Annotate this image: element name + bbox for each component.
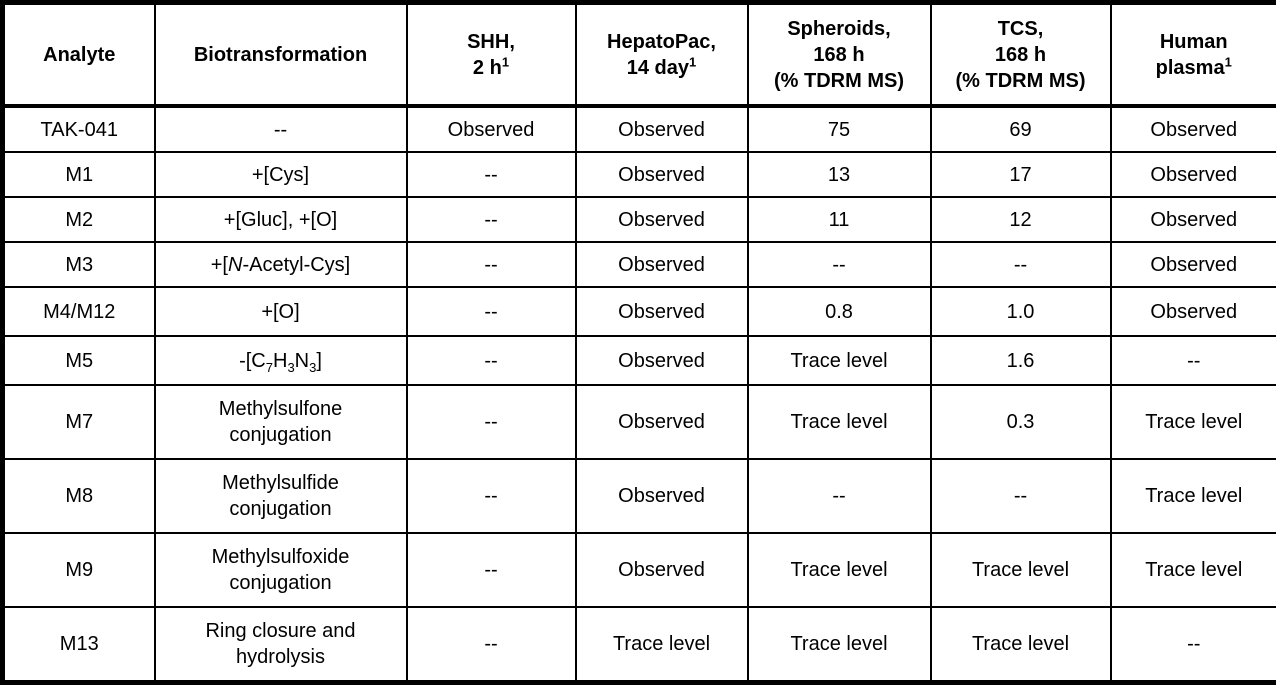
human-plasma-cell: Trace level [1111, 385, 1276, 459]
table-row-tak-041: TAK-041 -- Observed Observed 75 69 Obser… [3, 106, 1276, 152]
spheroids-cell: Trace level [748, 607, 931, 683]
hepatopac-cell: Observed [576, 242, 748, 287]
page: Analyte Biotransformation SHH,2 h1 Hepat… [0, 0, 1276, 643]
tcs-cell: Trace level [931, 533, 1111, 607]
analyte-cell: M2 [3, 197, 155, 242]
analyte-cell: M13 [3, 607, 155, 683]
tcs-cell: 1.0 [931, 287, 1111, 336]
shh-cell: -- [407, 336, 576, 385]
shh-cell: -- [407, 459, 576, 533]
column-header-hepatopac: HepatoPac,14 day1 [576, 3, 748, 107]
hepatopac-cell: Trace level [576, 607, 748, 683]
analyte-cell: M4/M12 [3, 287, 155, 336]
tcs-cell: -- [931, 242, 1111, 287]
hepatopac-cell: Observed [576, 106, 748, 152]
shh-cell: -- [407, 152, 576, 197]
column-header-analyte: Analyte [3, 3, 155, 107]
analyte-cell: M8 [3, 459, 155, 533]
human-plasma-cell: Observed [1111, 106, 1276, 152]
tcs-cell: -- [931, 459, 1111, 533]
spheroids-cell: 75 [748, 106, 931, 152]
shh-cell: -- [407, 197, 576, 242]
biotransformation-cell: +[Gluc], +[O] [155, 197, 407, 242]
human-plasma-cell: -- [1111, 336, 1276, 385]
analyte-cell: M7 [3, 385, 155, 459]
analyte-cell: M1 [3, 152, 155, 197]
shh-cell: -- [407, 385, 576, 459]
spheroids-cell: 13 [748, 152, 931, 197]
hepatopac-cell: Observed [576, 385, 748, 459]
shh-cell: -- [407, 607, 576, 683]
human-plasma-cell: Trace level [1111, 533, 1276, 607]
biotransformation-cell: +[O] [155, 287, 407, 336]
biotransformation-cell: +[N-Acetyl-Cys] [155, 242, 407, 287]
column-header-tcs: TCS,168 h(% TDRM MS) [931, 3, 1111, 107]
spheroids-cell: -- [748, 242, 931, 287]
hepatopac-cell: Observed [576, 152, 748, 197]
tcs-cell: Trace level [931, 607, 1111, 683]
shh-cell: Observed [407, 106, 576, 152]
column-header-biotransformation: Biotransformation [155, 3, 407, 107]
analyte-cell: TAK-041 [3, 106, 155, 152]
spheroids-cell: -- [748, 459, 931, 533]
shh-cell: -- [407, 242, 576, 287]
human-plasma-cell: Observed [1111, 287, 1276, 336]
analyte-cell: M5 [3, 336, 155, 385]
spheroids-cell: Trace level [748, 385, 931, 459]
human-plasma-cell: -- [1111, 607, 1276, 683]
tcs-cell: 0.3 [931, 385, 1111, 459]
hepatopac-cell: Observed [576, 336, 748, 385]
biotransformation-cell: +[Cys] [155, 152, 407, 197]
header-row: Analyte Biotransformation SHH,2 h1 Hepat… [3, 3, 1276, 107]
tcs-cell: 12 [931, 197, 1111, 242]
table-row-m2: M2 +[Gluc], +[O] -- Observed 11 12 Obser… [3, 197, 1276, 242]
analyte-cell: M9 [3, 533, 155, 607]
human-plasma-cell: Observed [1111, 197, 1276, 242]
spheroids-cell: 0.8 [748, 287, 931, 336]
table-row-m5: M5 -[C7H3N3] -- Observed Trace level 1.6… [3, 336, 1276, 385]
human-plasma-cell: Trace level [1111, 459, 1276, 533]
spheroids-cell: 11 [748, 197, 931, 242]
spheroids-cell: Trace level [748, 336, 931, 385]
table-row-m4-m12: M4/M12 +[O] -- Observed 0.8 1.0 Observed [3, 287, 1276, 336]
shh-cell: -- [407, 287, 576, 336]
hepatopac-cell: Observed [576, 459, 748, 533]
column-header-shh: SHH,2 h1 [407, 3, 576, 107]
hepatopac-cell: Observed [576, 197, 748, 242]
spheroids-cell: Trace level [748, 533, 931, 607]
hepatopac-cell: Observed [576, 533, 748, 607]
tcs-cell: 17 [931, 152, 1111, 197]
tcs-cell: 1.6 [931, 336, 1111, 385]
table-row-m3: M3 +[N-Acetyl-Cys] -- Observed -- -- Obs… [3, 242, 1276, 287]
human-plasma-cell: Observed [1111, 152, 1276, 197]
column-header-spheroids: Spheroids,168 h(% TDRM MS) [748, 3, 931, 107]
hepatopac-cell: Observed [576, 287, 748, 336]
tcs-cell: 69 [931, 106, 1111, 152]
shh-cell: -- [407, 533, 576, 607]
analyte-cell: M3 [3, 242, 155, 287]
biotransformation-cell: -- [155, 106, 407, 152]
table-row-m1: M1 +[Cys] -- Observed 13 17 Observed [3, 152, 1276, 197]
biotransformation-cell: -[C7H3N3] [155, 336, 407, 385]
human-plasma-cell: Observed [1111, 242, 1276, 287]
